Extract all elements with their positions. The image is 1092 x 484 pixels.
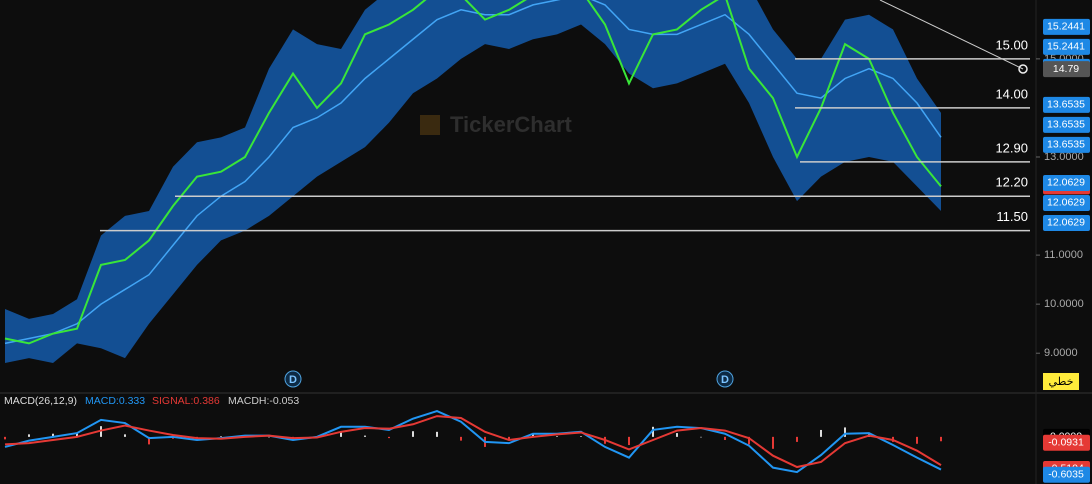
histogram-bar xyxy=(748,436,750,445)
histogram-bar xyxy=(724,436,726,440)
trend-line xyxy=(879,0,1024,70)
macd-plot xyxy=(4,410,942,474)
price-badge-label: 13.6535 xyxy=(1047,139,1085,151)
event-marker-label: D xyxy=(289,374,297,386)
price-badge-label: 13.6535 xyxy=(1047,119,1085,131)
histogram-bar xyxy=(436,431,438,437)
price-badge-label: 12.0629 xyxy=(1047,197,1085,209)
histogram-bar xyxy=(28,434,30,437)
price-badge xyxy=(1043,96,1090,113)
watermark: TickerChart xyxy=(450,112,573,137)
histogram-bar xyxy=(772,436,774,449)
event-marker xyxy=(716,370,734,388)
level-label: 12.20 xyxy=(995,175,1028,190)
series-line xyxy=(4,410,942,474)
histogram-bar xyxy=(460,436,462,441)
histogram-bar xyxy=(340,431,342,437)
price-plot xyxy=(4,0,942,364)
histogram-bar xyxy=(76,433,78,437)
toggle-button[interactable] xyxy=(1043,373,1079,390)
histogram-bar xyxy=(556,436,558,437)
legend-entry: MACDH:-0.053 xyxy=(228,395,299,407)
y-tick-label: 13.0000 xyxy=(1044,151,1084,163)
level-label: 15.00 xyxy=(995,37,1028,52)
event-marker xyxy=(284,370,302,388)
series-line xyxy=(4,0,942,345)
histogram-bar xyxy=(388,436,390,439)
legend-entry: SIGNAL:0.386 xyxy=(152,395,220,407)
price-badge-label: 15.2441 xyxy=(1047,41,1085,53)
histogram-bar xyxy=(220,436,222,437)
price-badge-label: -0.0931 xyxy=(1048,436,1084,448)
series-line xyxy=(4,415,942,469)
y-tick-label: 11.0000 xyxy=(1044,249,1083,261)
watermark-icon xyxy=(420,115,440,135)
histogram-bar xyxy=(628,436,630,446)
histogram-bar xyxy=(676,433,678,437)
price-badge-label: 12.0629 xyxy=(1047,217,1085,229)
price-badge xyxy=(1043,194,1090,211)
histogram-bar xyxy=(364,435,366,437)
histogram-bar xyxy=(916,436,918,444)
price-badge xyxy=(1043,116,1090,133)
price-badge-label: 12.0629 xyxy=(1047,177,1085,189)
histogram-bar xyxy=(700,436,702,438)
histogram-bar xyxy=(508,436,510,440)
price-badge xyxy=(1043,434,1090,451)
histogram-bar xyxy=(652,426,654,437)
histogram-bar xyxy=(268,436,270,438)
toggle-button-label[interactable]: خطي xyxy=(1049,376,1074,388)
level-label: 14.00 xyxy=(995,86,1028,101)
level-label: 11.50 xyxy=(996,209,1028,224)
price-badge xyxy=(1043,214,1090,231)
trend-handle xyxy=(1018,64,1028,74)
y-tick-label: 10.0000 xyxy=(1044,298,1084,310)
histogram-bar xyxy=(580,436,582,437)
y-tick-label: 15.0000 xyxy=(1044,53,1084,65)
level-label: 12.90 xyxy=(995,140,1028,155)
histogram-bar xyxy=(124,434,126,437)
price-badge xyxy=(1043,136,1090,153)
macd-title: MACD(26,12,9) xyxy=(4,395,77,407)
histogram-bar xyxy=(412,431,414,437)
price-badge xyxy=(1043,61,1090,78)
price-badge-label: 14.79 xyxy=(1053,63,1079,75)
histogram-bar xyxy=(52,433,54,437)
histogram-bar xyxy=(4,436,6,440)
histogram-bar xyxy=(844,427,846,437)
series-line xyxy=(4,0,942,345)
price-badge xyxy=(1043,174,1090,191)
price-badge-label: 15.2441 xyxy=(1047,21,1085,33)
histogram-bar xyxy=(796,436,798,442)
histogram-bar xyxy=(148,436,150,445)
price-badge xyxy=(1043,38,1090,55)
histogram-bar xyxy=(532,433,534,437)
price-badge xyxy=(1043,18,1090,35)
histogram-bar xyxy=(940,436,942,442)
price-badge xyxy=(1043,466,1090,483)
histogram-bar xyxy=(820,429,822,437)
y-tick-label: 9.0000 xyxy=(1044,347,1078,359)
event-marker-label: D xyxy=(721,374,729,386)
price-badge-label: 13.6535 xyxy=(1047,99,1085,111)
price-badge-label: -0.6035 xyxy=(1048,469,1084,481)
legend-entry: MACD:0.333 xyxy=(85,395,145,407)
